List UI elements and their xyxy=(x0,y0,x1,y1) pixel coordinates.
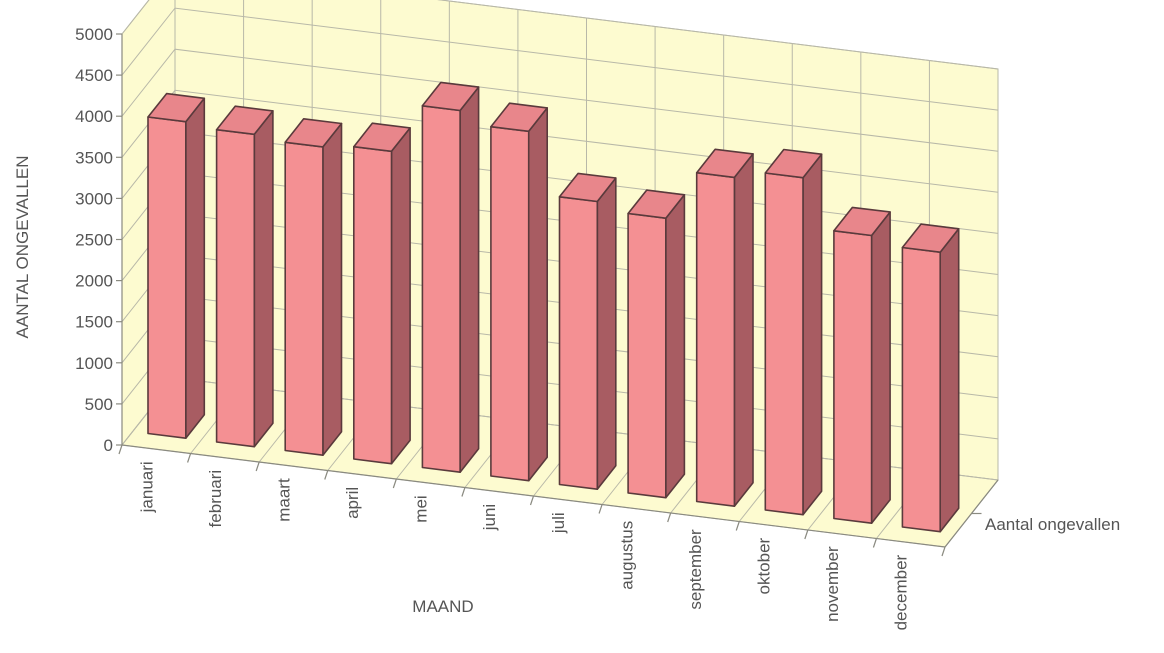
x-tick-mark xyxy=(392,478,397,489)
x-tick-mark xyxy=(804,529,809,540)
bar-side xyxy=(802,153,823,516)
x-tick-label: april xyxy=(343,487,362,519)
bar-april xyxy=(352,122,411,465)
bar-top xyxy=(421,81,480,112)
bar-side xyxy=(733,153,754,508)
bar-december xyxy=(901,223,960,533)
bar-front xyxy=(764,172,804,516)
bar-front xyxy=(558,196,599,491)
bar-januari xyxy=(147,92,206,440)
x-tick-mark xyxy=(461,487,466,497)
bar-augustus xyxy=(627,189,686,499)
x-tick-label: maart xyxy=(275,478,294,522)
bar-februari xyxy=(215,105,274,448)
y-axis-ticks: 0 500 1000 1500 2000 2500 3000 3500 4000 4500 5000 xyxy=(75,25,123,455)
x-tick-label: januari xyxy=(137,461,156,513)
x-axis-ticks: januari februari maart april mei juni juli augu… xyxy=(118,444,999,630)
x-tick-mark xyxy=(941,546,946,557)
bar-september xyxy=(695,148,754,508)
bar-top xyxy=(695,148,754,179)
bar-front xyxy=(352,145,393,465)
bar-front xyxy=(421,105,461,474)
x-tick-mark xyxy=(118,444,123,455)
x-tick-mark xyxy=(529,495,535,506)
bar-top xyxy=(627,189,686,219)
bar-top xyxy=(490,102,549,133)
y-tick-label: 1500 xyxy=(75,313,113,332)
bar-top xyxy=(352,122,411,153)
bar-side xyxy=(459,86,480,474)
bar-top xyxy=(901,223,960,253)
bar-maart xyxy=(284,118,343,457)
y-tick-label: 5000 xyxy=(75,25,113,44)
bar-side xyxy=(253,110,274,448)
bar-front xyxy=(627,212,667,499)
bar-front xyxy=(901,246,942,533)
y-tick-label: 0 xyxy=(104,436,113,455)
x-tick-mark xyxy=(667,512,672,523)
x-axis-title: MAAND xyxy=(412,597,473,616)
chart-bars xyxy=(147,81,960,533)
x-tick-label: september xyxy=(686,529,705,610)
y-tick-label: 3000 xyxy=(75,189,113,208)
x-tick-label: december xyxy=(892,554,911,630)
bar-side xyxy=(185,97,206,440)
bar-top xyxy=(284,118,343,148)
series-label: Aantal ongevallen xyxy=(985,515,1120,534)
x-tick-mark xyxy=(735,521,740,531)
x-tick-label: november xyxy=(823,546,842,622)
y-tick-label: 1000 xyxy=(75,354,113,373)
x-tick-mark xyxy=(324,470,329,480)
y-tick-label: 4500 xyxy=(75,66,113,85)
bar-side xyxy=(664,194,686,499)
bar-side xyxy=(939,228,960,533)
bar-front xyxy=(695,171,736,508)
bar-november xyxy=(833,206,891,525)
y-tick-label: 2500 xyxy=(75,231,113,250)
bar-side xyxy=(527,107,549,482)
x-tick-mark xyxy=(255,461,260,472)
bar-front xyxy=(284,141,324,457)
x-tick-label: juni xyxy=(480,504,499,531)
y-axis-title: AANTAL ONGEVALLEN xyxy=(13,156,32,339)
bar-mei xyxy=(421,81,480,474)
bar-top xyxy=(558,172,617,203)
bar-front xyxy=(490,125,530,482)
x-tick-label: oktober xyxy=(755,537,774,594)
x-tick-label: juli xyxy=(549,512,568,534)
bar-side xyxy=(390,127,411,465)
x-tick-label: mei xyxy=(412,495,431,522)
x-tick-mark xyxy=(872,538,877,548)
bar-oktober xyxy=(764,148,823,516)
bar-top xyxy=(833,206,891,237)
bar-side xyxy=(870,211,891,525)
x-tick-label: augustus xyxy=(617,521,636,590)
bar-side xyxy=(322,122,343,457)
bar-top xyxy=(764,148,823,179)
y-tick-label: 3500 xyxy=(75,148,113,167)
y-tick-label: 2000 xyxy=(75,272,113,291)
x-tick-mark xyxy=(187,453,192,463)
bar-front xyxy=(833,230,873,525)
bar-juli xyxy=(558,172,617,491)
x-tick-mark xyxy=(598,504,603,514)
bar-top xyxy=(215,105,274,136)
bar-top xyxy=(147,92,206,123)
x-tick-label: februari xyxy=(206,470,225,528)
bar-front xyxy=(147,116,187,440)
bar-side xyxy=(596,177,617,491)
y-tick-label: 500 xyxy=(85,395,113,414)
bar-juni xyxy=(490,102,549,482)
bar-front xyxy=(215,128,256,448)
y-tick-label: 4000 xyxy=(75,107,113,126)
